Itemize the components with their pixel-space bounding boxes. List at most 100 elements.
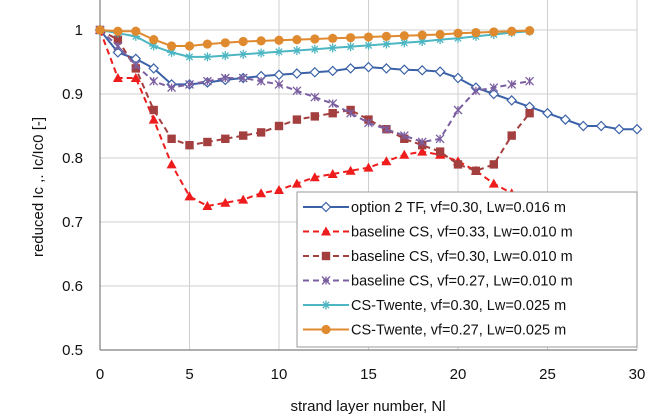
data-point (398, 64, 410, 76)
data-point (381, 31, 391, 41)
data-point (220, 51, 230, 61)
grid (100, 0, 638, 351)
data-point (328, 99, 338, 109)
data-point (542, 107, 553, 119)
y-tick-label: 1 (75, 22, 83, 39)
data-point (148, 63, 160, 74)
data-point (202, 52, 212, 62)
data-point (185, 52, 194, 62)
data-point (292, 35, 302, 45)
data-point (256, 76, 266, 86)
data-point (238, 194, 249, 204)
data-point (273, 69, 285, 81)
data-point (416, 64, 428, 76)
data-point (507, 131, 516, 140)
data-point (613, 123, 625, 135)
data-point (291, 178, 302, 188)
legend-item: baseline CS, vf=0.30, Lw=0.010 m (303, 249, 573, 265)
data-point (274, 121, 284, 131)
x-tick-label: 5 (185, 366, 193, 383)
data-point (417, 30, 427, 40)
data-point (321, 226, 331, 236)
data-point (417, 37, 427, 47)
data-point (113, 41, 123, 51)
data-point (167, 134, 176, 143)
data-point (310, 92, 320, 102)
data-point (560, 114, 571, 125)
data-point (453, 160, 463, 169)
legend-label: baseline CS, vf=0.27, Lw=0.010 m (351, 274, 573, 290)
data-point (471, 27, 481, 38)
x-tick-label: 15 (360, 366, 377, 383)
data-point (131, 26, 141, 36)
data-point (238, 36, 248, 47)
data-point (292, 45, 302, 55)
data-point (274, 79, 284, 89)
data-point (291, 68, 303, 79)
legend-item: CS-Twente, vf=0.30, Lw=0.025 m (303, 298, 566, 314)
data-point (506, 95, 518, 106)
data-point (309, 172, 320, 182)
data-point (328, 43, 338, 53)
legend-item: option 2 TF, vf=0.30, Lw=0.016 m (303, 200, 566, 216)
data-point (471, 166, 481, 175)
data-point (399, 149, 410, 159)
legend: option 2 TF, vf=0.30, Lw=0.016 m baseline… (296, 191, 638, 348)
data-point (203, 137, 212, 147)
data-point (471, 86, 481, 96)
y-tick-label: 0.8 (62, 150, 83, 167)
y-tick-label: 0.6 (62, 278, 83, 295)
legend-label: CS-Twente, vf=0.30, Lw=0.025 m (351, 298, 566, 314)
data-point (488, 178, 499, 188)
data-point (327, 65, 339, 77)
data-point (525, 109, 534, 118)
legend-item: CS-Twente, vf=0.27, Lw=0.025 m (303, 323, 566, 339)
data-point (221, 134, 230, 143)
data-point (238, 73, 248, 83)
data-point (364, 118, 373, 128)
data-point (328, 109, 337, 118)
data-point (399, 31, 409, 41)
data-point (185, 141, 194, 150)
x-tick-label: 0 (96, 366, 104, 383)
data-point (417, 146, 428, 156)
data-point (309, 66, 321, 78)
data-point (95, 25, 105, 35)
data-point (256, 48, 266, 58)
data-point (381, 124, 391, 134)
tick-labels: 0 5 10 15 20 25 30 0.5 0.6 0.7 0.8 0.9 1 (62, 22, 645, 383)
y-tick-label: 0.7 (62, 214, 83, 231)
data-point (346, 42, 356, 52)
data-point (113, 26, 123, 36)
data-point (239, 131, 248, 140)
data-point (364, 40, 373, 50)
data-point (310, 34, 320, 44)
data-point (452, 72, 464, 84)
data-point (381, 156, 392, 166)
data-point (381, 39, 391, 49)
data-point (202, 76, 212, 86)
x-tick-label: 25 (539, 366, 556, 383)
data-point (148, 114, 159, 124)
data-point (631, 123, 643, 135)
data-point (435, 29, 445, 40)
data-point (321, 276, 331, 285)
y-tick-label: 0.9 (62, 86, 83, 103)
data-point (184, 41, 195, 51)
data-point (149, 35, 159, 45)
data-point (434, 66, 446, 77)
data-point (149, 105, 158, 115)
data-point (274, 35, 284, 45)
data-point (488, 88, 500, 100)
data-point (525, 76, 535, 86)
data-point (166, 159, 177, 169)
data-point (489, 27, 499, 37)
data-point (363, 61, 374, 73)
data-point (435, 134, 445, 144)
legend-box (296, 191, 638, 348)
data-point (435, 147, 445, 156)
legend-label: baseline CS, vf=0.30, Lw=0.010 m (351, 249, 573, 265)
x-tick-label: 30 (629, 366, 646, 383)
data-point (577, 120, 589, 132)
data-point (320, 201, 332, 213)
